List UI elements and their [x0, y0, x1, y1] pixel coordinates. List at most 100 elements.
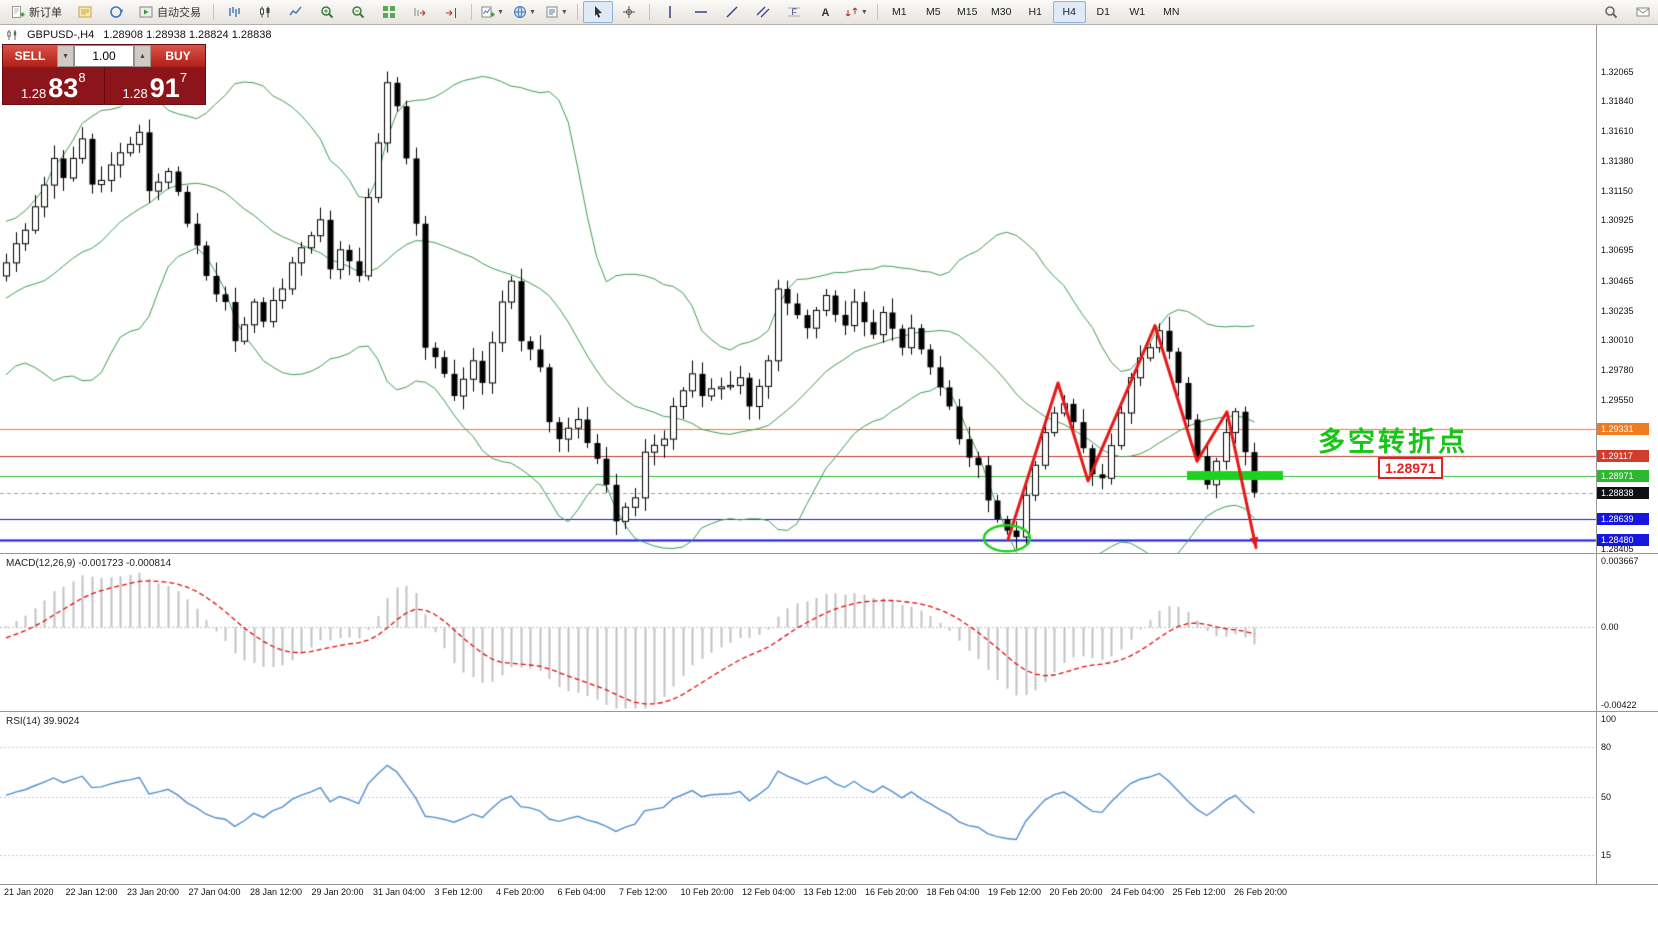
- time-axis-label: 22 Jan 12:00: [65, 887, 118, 897]
- market-watch-icon: [78, 5, 92, 19]
- svg-text:A: A: [821, 7, 829, 19]
- auto-scroll-button[interactable]: [405, 1, 435, 23]
- template-icon: [545, 5, 559, 19]
- bars-chart-button[interactable]: [219, 1, 249, 23]
- price-axis-tick: 1.31150: [1601, 186, 1633, 197]
- tile-windows-button[interactable]: [374, 1, 404, 23]
- volume-increase-button[interactable]: ▲: [134, 45, 151, 67]
- trade-panel-top-row: SELL ▼ 1.00 ▲ BUY: [3, 45, 205, 67]
- sell-price-sup: 8: [78, 70, 86, 85]
- timeframe-button-mn[interactable]: MN: [1163, 6, 1180, 18]
- rsi-axis-label: 50: [1601, 792, 1612, 802]
- time-axis-label: 26 Feb 20:00: [1234, 887, 1288, 897]
- price-axis-tick: 1.31840: [1601, 96, 1634, 107]
- turning-point-annotation[interactable]: 多空转折点: [1318, 427, 1468, 457]
- line-chart-icon: [289, 5, 303, 19]
- buy-button[interactable]: BUY: [151, 45, 205, 67]
- text-icon: A: [818, 5, 832, 19]
- volume-decrease-button[interactable]: ▼: [57, 45, 74, 67]
- zoom-in-button[interactable]: [312, 1, 342, 23]
- trade-panel-prices: 1.28 83 8 1.28 91 7: [3, 67, 205, 104]
- toolbar-right-group: [1596, 1, 1658, 23]
- chevron-down-icon: ▼: [497, 8, 504, 16]
- timeframe-button-m15[interactable]: M15: [957, 6, 978, 18]
- sell-price-button[interactable]: 1.28 83 8: [3, 67, 104, 104]
- price-level-label: 1.28971: [1597, 469, 1649, 482]
- arrows-icon: [845, 5, 859, 19]
- time-axis-label: 13 Feb 12:00: [803, 887, 857, 897]
- time-axis-label: 31 Jan 04:00: [373, 887, 426, 897]
- time-axis-label: 21 Jan 2020: [4, 887, 54, 897]
- tile-windows-icon: [382, 5, 396, 19]
- zoom-out-button[interactable]: [343, 1, 373, 23]
- fibonacci-icon: F: [787, 5, 801, 19]
- refresh-button[interactable]: [101, 1, 131, 23]
- chart-shift-button[interactable]: [436, 1, 466, 23]
- rsi-indicator-canvas[interactable]: [0, 712, 1658, 884]
- chart-header: GBPUSD-,H4 1.28908 1.28938 1.28824 1.288…: [6, 29, 271, 41]
- chevron-down-icon: ▼: [528, 8, 536, 16]
- templates-button[interactable]: ▼: [541, 1, 572, 23]
- candlestick-chart-button[interactable]: [250, 1, 280, 23]
- time-axis-label: 23 Jan 20:00: [127, 887, 180, 897]
- time-axis-label: 6 Feb 04:00: [557, 887, 606, 897]
- macd-indicator-canvas[interactable]: [0, 554, 1658, 712]
- svg-text:F: F: [791, 7, 797, 17]
- timeframe-button-m30[interactable]: M30: [991, 6, 1012, 18]
- profiles-button[interactable]: ▼: [509, 1, 540, 23]
- price-axis-tick: 1.30010: [1601, 334, 1634, 345]
- timeframe-button-d1[interactable]: D1: [1096, 6, 1110, 18]
- volume-input[interactable]: 1.00: [74, 45, 134, 67]
- buy-price-stem: 1.28: [122, 86, 148, 101]
- timeframe-button-h1[interactable]: H1: [1028, 6, 1042, 18]
- sell-price-stem: 1.28: [20, 86, 47, 101]
- time-axis-label: 18 Feb 04:00: [926, 887, 980, 897]
- trendline-tool-button[interactable]: [717, 1, 747, 23]
- timeframe-button-w1[interactable]: W1: [1129, 6, 1146, 18]
- price-tag-annotation[interactable]: 1.28971: [1378, 457, 1443, 479]
- time-axis-label: 16 Feb 20:00: [865, 887, 919, 897]
- globe-icon: [513, 5, 527, 19]
- crosshair-icon: [622, 5, 636, 19]
- new-chart-button[interactable]: ▼: [477, 1, 508, 23]
- fibonacci-tool-button[interactable]: F: [779, 1, 809, 23]
- toolbar-separator: [648, 4, 650, 20]
- market-watch-button[interactable]: [70, 1, 100, 23]
- chart-ohlc-values: 1.28908 1.28938 1.28824 1.28838: [103, 29, 272, 41]
- buy-price-button[interactable]: 1.28 91 7: [103, 67, 206, 104]
- chart-symbol-title: GBPUSD-,H4: [27, 29, 95, 41]
- text-tool-button[interactable]: A: [810, 1, 840, 23]
- time-axis-label: 24 Feb 04:00: [1111, 887, 1165, 897]
- time-axis-label: 28 Jan 12:00: [250, 887, 303, 897]
- rsi-axis-label: 15: [1601, 850, 1612, 861]
- price-axis-tick: 1.32065: [1601, 66, 1634, 77]
- timeframe-button-h4[interactable]: H4: [1052, 1, 1086, 23]
- chevron-down-icon: ▼: [560, 8, 568, 16]
- time-axis-label: 25 Feb 12:00: [1172, 887, 1226, 897]
- time-axis-label: 3 Feb 12:00: [434, 887, 483, 897]
- arrows-tool-button[interactable]: ▼: [841, 1, 872, 23]
- caret-up-icon: ▲: [139, 52, 146, 60]
- buy-price-big: 91: [149, 73, 180, 103]
- search-button[interactable]: [1596, 1, 1626, 23]
- timeframe-button-m1[interactable]: M1: [891, 6, 907, 18]
- vertical-line-tool-button[interactable]: [655, 1, 685, 23]
- new-order-label: 新订单: [29, 7, 62, 19]
- auto-scroll-icon: [413, 5, 427, 19]
- price-level-label: 1.28838: [1597, 486, 1649, 499]
- timeframe-button-m5[interactable]: M5: [925, 6, 941, 18]
- line-chart-button[interactable]: [281, 1, 311, 23]
- zoom-out-icon: [351, 5, 365, 19]
- sell-button[interactable]: SELL: [3, 45, 57, 67]
- message-button[interactable]: [1628, 1, 1658, 23]
- horizontal-line-tool-button[interactable]: [686, 1, 716, 23]
- new-order-button[interactable]: 新订单: [4, 1, 69, 23]
- channel-tool-button[interactable]: [748, 1, 778, 23]
- crosshair-button[interactable]: [614, 1, 644, 23]
- cursor-button[interactable]: [582, 1, 613, 23]
- price-axis-tick: 1.30465: [1601, 275, 1634, 286]
- macd-pane-border: [0, 553, 1658, 554]
- auto-trading-button[interactable]: 自动交易: [132, 1, 208, 23]
- price-level-label: 1.29117: [1597, 450, 1649, 463]
